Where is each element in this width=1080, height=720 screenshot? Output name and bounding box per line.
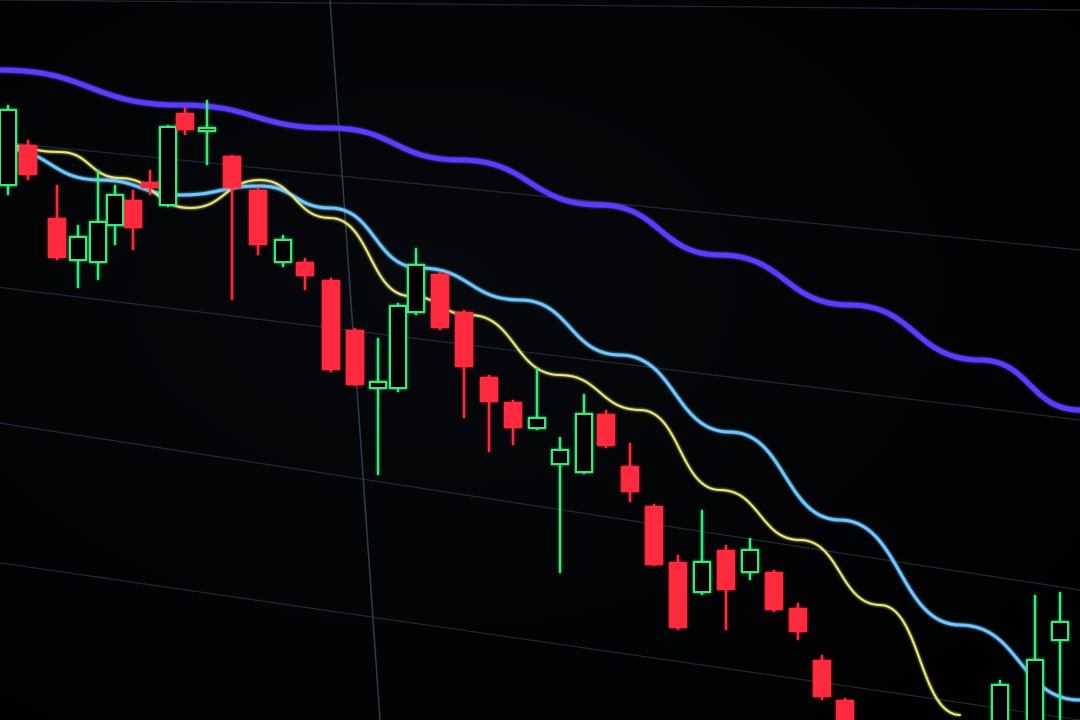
candle-body — [480, 377, 498, 402]
bullish-candle — [0, 105, 17, 195]
candle-body — [346, 330, 364, 385]
candle-body — [296, 262, 314, 276]
candle-body — [389, 305, 407, 389]
candle-body — [159, 126, 177, 206]
bullish-candle — [1026, 595, 1044, 720]
candle-body — [369, 381, 387, 389]
grid-line — [0, 562, 1080, 720]
candle-body — [89, 221, 107, 263]
candle-body — [249, 190, 267, 245]
bearish-candle — [836, 698, 854, 720]
moving-average-line — [0, 146, 1080, 702]
candle-body — [669, 562, 687, 628]
candle-body — [69, 236, 87, 261]
grid-line — [0, 286, 1080, 421]
moving-average-line — [0, 144, 961, 716]
bearish-candle — [597, 410, 615, 448]
candle-body — [621, 466, 639, 492]
bearish-candle — [480, 375, 498, 452]
candle-body — [407, 264, 425, 313]
candle-body — [274, 239, 292, 263]
bullish-candle — [551, 437, 569, 573]
candle-body — [991, 684, 1009, 720]
candle-body — [455, 312, 473, 367]
candle-body — [223, 156, 241, 188]
candle-body — [48, 218, 66, 258]
candle-body — [741, 549, 759, 573]
bearish-candle — [176, 108, 194, 135]
bullish-candle — [369, 338, 387, 475]
bullish-candle — [528, 368, 546, 430]
candle-body — [836, 700, 854, 720]
candle-body — [19, 145, 37, 175]
bullish-candle — [198, 100, 216, 165]
bullish-candle — [274, 235, 292, 267]
bearish-candle — [249, 188, 267, 255]
bullish-candle — [389, 303, 407, 392]
bullish-candle — [575, 394, 593, 474]
bearish-candle — [48, 185, 66, 260]
candle-body — [176, 113, 194, 130]
candles — [0, 100, 1069, 720]
candle-body — [0, 109, 17, 186]
bearish-candle — [296, 258, 314, 290]
bearish-candle — [645, 504, 663, 566]
bullish-candle — [89, 170, 107, 280]
candle-body — [551, 449, 569, 465]
candle-body — [765, 572, 783, 610]
candle-body — [717, 550, 735, 590]
bearish-candle — [141, 170, 159, 195]
candle-body — [322, 280, 340, 370]
bullish-candle — [159, 125, 177, 207]
candle-body — [597, 414, 615, 446]
bearish-candle — [789, 603, 807, 640]
bullish-candle — [1051, 592, 1069, 720]
bearish-candle — [717, 545, 735, 630]
candle-body — [1026, 659, 1044, 720]
bearish-candle — [621, 443, 639, 502]
grid-line — [0, 422, 1080, 591]
bearish-candle — [322, 278, 340, 372]
bearish-candle — [124, 190, 142, 250]
bullish-candle — [991, 680, 1009, 720]
candle-body — [575, 413, 593, 473]
candle-body — [124, 200, 142, 228]
candle-body — [645, 506, 663, 565]
bullish-candle — [106, 185, 124, 245]
candle-body — [693, 561, 711, 593]
bearish-candle — [346, 328, 364, 386]
grid-line — [0, 0, 1080, 11]
bearish-candle — [455, 310, 473, 418]
bullish-candle — [69, 225, 87, 288]
moving-average-line — [0, 67, 1080, 413]
candle-body — [141, 182, 159, 188]
bullish-candle — [693, 510, 711, 595]
bearish-candle — [223, 155, 241, 300]
bearish-candle — [669, 555, 687, 630]
candle-body — [789, 608, 807, 632]
bearish-candle — [765, 570, 783, 612]
candle-body — [813, 660, 831, 697]
candle-body — [198, 127, 216, 132]
candle-body — [504, 402, 522, 428]
candle-body — [1051, 621, 1069, 641]
bearish-candle — [504, 400, 522, 445]
bullish-candle — [407, 248, 425, 315]
bearish-candle — [431, 272, 449, 330]
bullish-candle — [741, 538, 759, 580]
candle-body — [431, 274, 449, 328]
candle-body — [528, 417, 546, 429]
bearish-candle — [19, 140, 37, 180]
bearish-candle — [813, 655, 831, 700]
candle-body — [106, 194, 124, 226]
